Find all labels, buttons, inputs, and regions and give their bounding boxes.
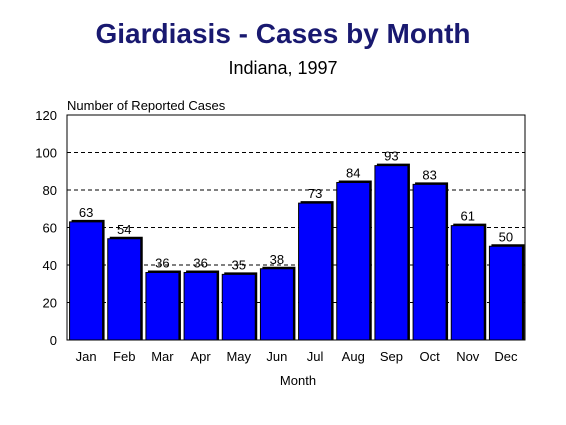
data-label: 36 bbox=[155, 256, 169, 271]
bar-sep bbox=[374, 165, 409, 341]
data-label: 83 bbox=[422, 167, 436, 182]
x-tick-label: Mar bbox=[151, 349, 174, 364]
x-tick-label: Dec bbox=[494, 349, 518, 364]
data-label: 93 bbox=[384, 149, 398, 164]
data-label: 63 bbox=[79, 205, 93, 220]
x-tick-label: Jul bbox=[307, 349, 324, 364]
data-label: 84 bbox=[346, 166, 360, 181]
y-tick-label: 40 bbox=[43, 258, 57, 273]
y-tick-label: 120 bbox=[35, 108, 57, 123]
x-tick-label: May bbox=[226, 349, 251, 364]
bar-nov bbox=[450, 225, 485, 341]
bar-dec bbox=[488, 245, 523, 341]
y-axis-label: Number of Reported Cases bbox=[67, 98, 226, 113]
x-tick-label: Jan bbox=[76, 349, 97, 364]
x-tick-label: Feb bbox=[113, 349, 135, 364]
bar-jul bbox=[298, 202, 333, 341]
y-tick-label: 20 bbox=[43, 296, 57, 311]
x-tick-label: Oct bbox=[419, 349, 440, 364]
data-label: 50 bbox=[499, 229, 513, 244]
x-tick-label: Nov bbox=[456, 349, 480, 364]
bar-mar bbox=[145, 272, 180, 341]
y-tick-label: 100 bbox=[35, 146, 57, 161]
y-tick-label: 80 bbox=[43, 183, 57, 198]
grid-lines bbox=[67, 152, 525, 303]
bar-jan bbox=[69, 221, 104, 341]
bar-oct bbox=[412, 183, 447, 341]
bar-feb bbox=[107, 238, 142, 341]
data-label: 36 bbox=[193, 256, 207, 271]
data-label: 35 bbox=[232, 257, 246, 272]
y-tick-label: 60 bbox=[43, 221, 57, 236]
data-label: 54 bbox=[117, 222, 131, 237]
bar-apr bbox=[183, 272, 218, 341]
x-tick-label: Sep bbox=[380, 349, 403, 364]
x-tick-label: Aug bbox=[342, 349, 365, 364]
data-label: 38 bbox=[270, 252, 284, 267]
plot-frame bbox=[66, 114, 526, 341]
x-axis-label: Month bbox=[280, 373, 316, 388]
y-tick-label: 0 bbox=[50, 333, 57, 348]
chart-subtitle: Indiana, 1997 bbox=[228, 58, 338, 78]
chart-title: Giardiasis - Cases by Month bbox=[95, 18, 471, 49]
axes: 0 20 40 60 80 100 120 Jan Feb Mar Apr May Jun Jul Aug S… bbox=[35, 108, 526, 364]
data-label: 73 bbox=[308, 186, 322, 201]
data-label: 61 bbox=[461, 209, 475, 224]
bar-jun bbox=[259, 268, 294, 341]
bar-aug bbox=[336, 182, 371, 341]
bar-may bbox=[221, 273, 256, 341]
data-labels: 63 54 36 36 35 38 73 84 93 83 61 50 bbox=[79, 149, 513, 273]
x-tick-label: Apr bbox=[190, 349, 211, 364]
x-tick-label: Jun bbox=[266, 349, 287, 364]
bars bbox=[69, 163, 525, 341]
